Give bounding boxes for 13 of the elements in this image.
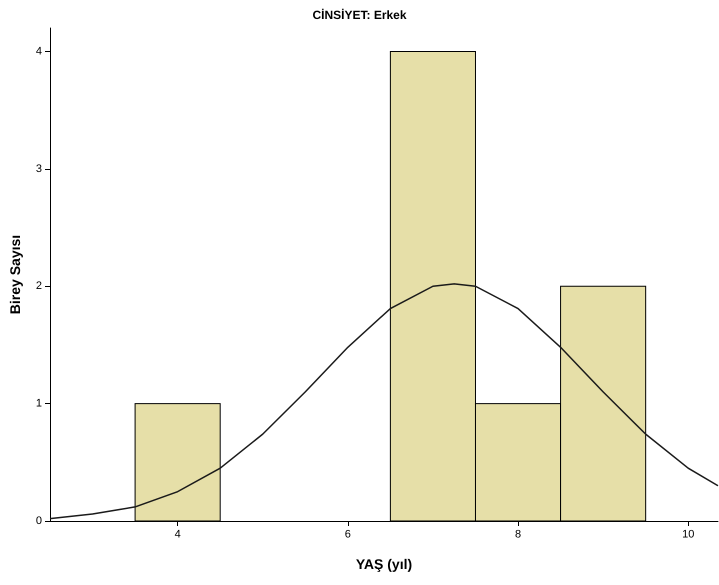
y-tick-label: 3 (36, 162, 42, 175)
y-axis-title: Birey Sayısı (7, 234, 23, 314)
y-tick-label: 1 (36, 398, 42, 410)
y-tick-label: 2 (36, 280, 42, 292)
line-series (49, 283, 719, 520)
y-tick-label: 4 (36, 45, 42, 58)
x-axis-title: YAŞ (yıl) (356, 556, 412, 572)
x-tick-label: 8 (514, 528, 522, 540)
chart-title: CİNSİYET: Erkek (312, 8, 407, 22)
x-tick-label: 6 (344, 528, 351, 540)
x-tick-label: 10 (682, 528, 694, 540)
y-tick-label: 0 (36, 515, 42, 527)
x-tick-label: 4 (174, 528, 181, 540)
